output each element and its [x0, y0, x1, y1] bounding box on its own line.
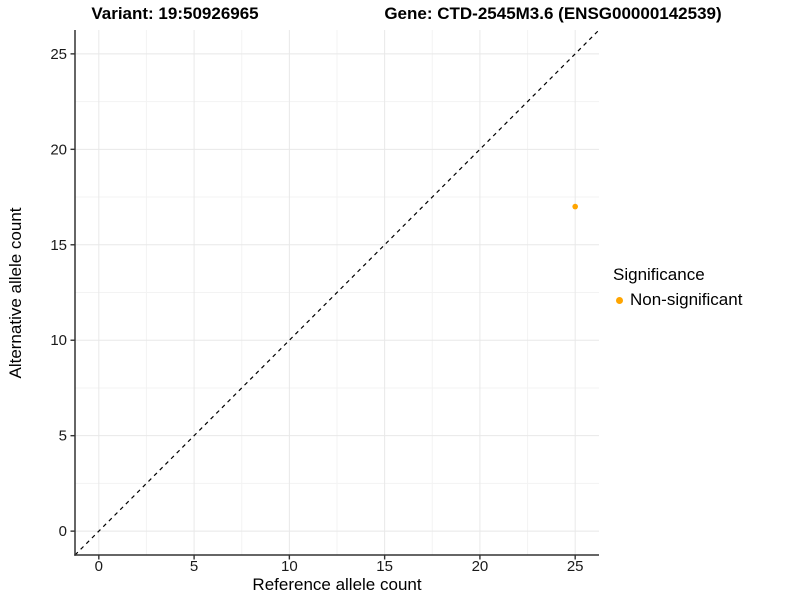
y-tick-label: 5 — [59, 428, 67, 445]
legend-point-icon — [616, 296, 623, 304]
legend: Significance Non-significant — [613, 265, 742, 310]
x-axis-title: Reference allele count — [252, 575, 422, 594]
y-tick-label: 25 — [50, 46, 67, 63]
y-tick-label: 0 — [59, 523, 67, 540]
x-tick-label: 20 — [472, 558, 489, 575]
legend-item-label: Non-significant — [630, 290, 743, 309]
x-tick-label: 15 — [376, 558, 393, 575]
x-tick-label: 5 — [190, 558, 198, 575]
x-tick-label: 0 — [95, 558, 103, 575]
y-tick-label: 20 — [50, 141, 67, 158]
variant-title: Variant: 19:50926965 — [91, 4, 259, 23]
legend-item: Non-significant — [613, 290, 742, 310]
legend-title: Significance — [613, 265, 705, 284]
data-point — [572, 203, 578, 210]
y-tick-label: 10 — [50, 332, 67, 349]
identity-reference-line — [74, 29, 600, 556]
y-axis-title: Alternative allele count — [6, 207, 25, 379]
gene-title: Gene: CTD-2545M3.6 (ENSG00000142539) — [384, 4, 722, 23]
x-tick-label: 10 — [281, 558, 298, 575]
y-tick-label: 15 — [50, 237, 67, 254]
x-tick-label: 25 — [567, 558, 584, 575]
